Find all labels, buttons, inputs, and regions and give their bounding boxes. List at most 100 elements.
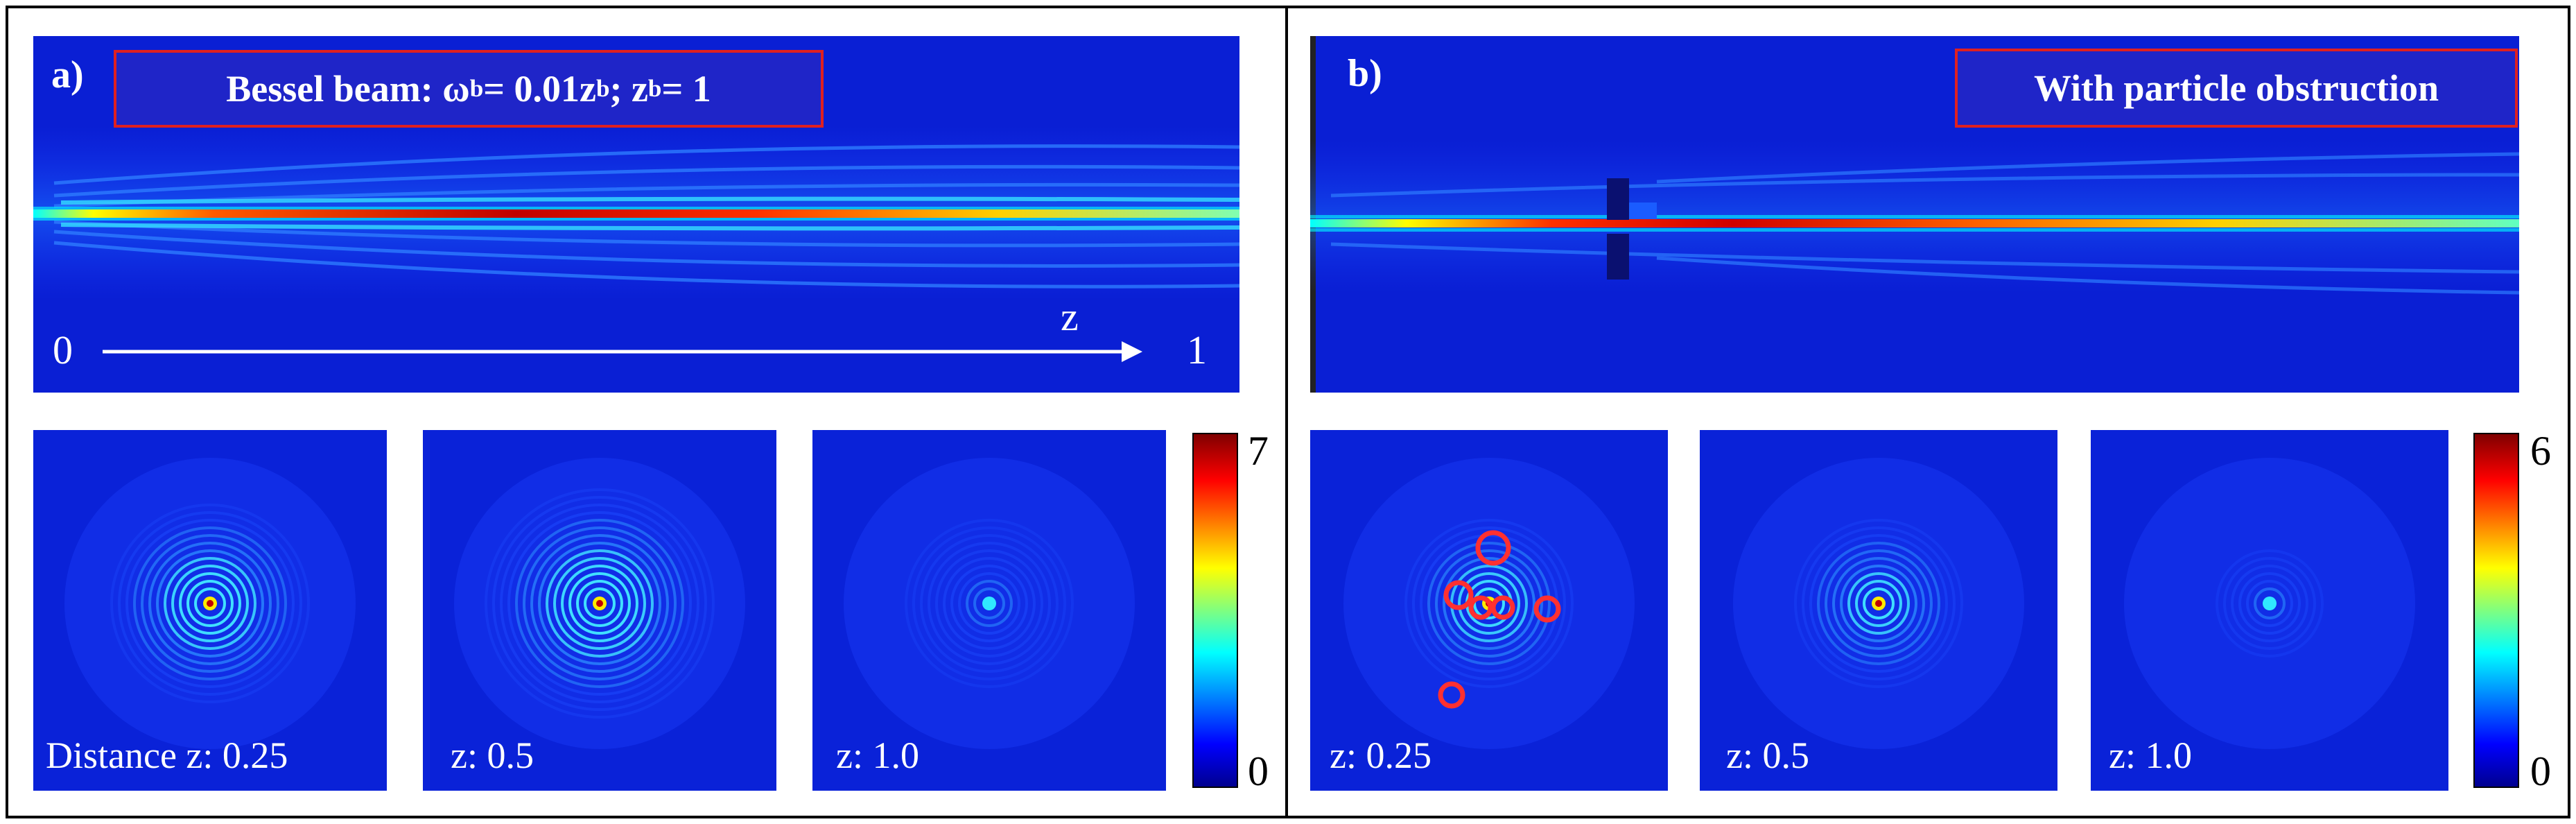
ring bbox=[1427, 542, 1551, 665]
ring bbox=[568, 572, 631, 635]
ring bbox=[1458, 572, 1520, 635]
ring bbox=[141, 534, 279, 673]
ring bbox=[2216, 549, 2324, 658]
ring bbox=[1855, 580, 1902, 627]
panel-a-title-part: = 0.01z bbox=[483, 68, 596, 110]
ring bbox=[110, 504, 310, 703]
ring bbox=[950, 565, 1028, 642]
panel-a-title-sub: b bbox=[469, 75, 484, 102]
ring bbox=[973, 587, 1005, 619]
ring bbox=[118, 511, 302, 696]
cross-section-caption: z: 1.0 bbox=[836, 735, 919, 776]
ring bbox=[546, 549, 654, 658]
ring bbox=[561, 565, 638, 642]
ring bbox=[2246, 580, 2293, 627]
colorbar-b-max: 6 bbox=[2530, 428, 2551, 474]
ring bbox=[186, 580, 234, 627]
ring bbox=[943, 557, 1036, 650]
ring bbox=[905, 519, 1074, 688]
ring bbox=[966, 580, 1013, 627]
ring bbox=[156, 549, 264, 658]
ring bbox=[515, 519, 684, 688]
ring bbox=[920, 534, 1059, 673]
axis-start-label: 0 bbox=[53, 327, 73, 372]
beam-core bbox=[2263, 596, 2277, 610]
ring bbox=[1435, 549, 1543, 658]
ring bbox=[912, 526, 1066, 680]
cross-section-caption: z: 0.25 bbox=[1330, 735, 1431, 776]
ring bbox=[1443, 557, 1535, 650]
ring bbox=[530, 534, 669, 673]
colorbar-b bbox=[2473, 433, 2519, 788]
ring bbox=[148, 542, 272, 665]
colorbar-a-min: 0 bbox=[1248, 748, 1269, 794]
particle-marker bbox=[1468, 595, 1493, 620]
ring bbox=[485, 488, 715, 719]
colorbar-a-max: 7 bbox=[1248, 428, 1269, 474]
ring bbox=[133, 526, 287, 680]
ring bbox=[1825, 549, 1933, 658]
axis-variable-label: z bbox=[1061, 294, 1079, 339]
panel-b-title-box: With particle obstruction bbox=[1955, 49, 2518, 128]
beam-core bbox=[982, 596, 996, 610]
ring bbox=[1404, 519, 1574, 688]
ring bbox=[1863, 587, 1895, 619]
colorbar-a bbox=[1192, 433, 1238, 788]
particle-marker bbox=[1475, 530, 1511, 566]
ring bbox=[171, 565, 249, 642]
ring bbox=[1832, 557, 1925, 650]
colorbar-b-min: 0 bbox=[2530, 748, 2551, 794]
ring bbox=[1840, 565, 1917, 642]
cross-section-b-2 bbox=[1700, 430, 2057, 791]
ring bbox=[194, 587, 226, 619]
ring bbox=[2254, 587, 2286, 619]
ring bbox=[125, 519, 295, 688]
particle-markers bbox=[1438, 530, 1561, 709]
particle-marker bbox=[1443, 580, 1474, 610]
ring bbox=[1817, 542, 1940, 665]
cross-section-caption: z: 0.5 bbox=[1726, 735, 1809, 776]
panel-a-title-part: ; z bbox=[609, 68, 648, 110]
ring bbox=[2231, 565, 2308, 642]
ring bbox=[164, 557, 256, 650]
ring bbox=[507, 511, 692, 696]
panel-a-title-sub: b bbox=[647, 75, 662, 102]
cross-section-a-3 bbox=[812, 430, 1166, 791]
panel-a-title-part: = 1 bbox=[661, 68, 711, 110]
ring bbox=[179, 572, 241, 635]
particle-marker bbox=[1438, 681, 1465, 709]
ring bbox=[935, 549, 1043, 658]
particle-marker bbox=[1490, 595, 1515, 620]
cross-section-caption: z: 0.5 bbox=[451, 735, 534, 776]
panel-a-title-part: Bessel beam: ω bbox=[226, 68, 470, 110]
cross-section-a-1 bbox=[33, 430, 387, 791]
panel-b-label: b) bbox=[1348, 52, 1382, 95]
panel-b-frame bbox=[1285, 6, 2570, 818]
ring bbox=[928, 542, 1051, 665]
cross-section-caption: z: 1.0 bbox=[2109, 735, 2192, 776]
ring bbox=[1794, 519, 1963, 688]
ring bbox=[1802, 526, 1956, 680]
ring bbox=[1809, 534, 1948, 673]
ring bbox=[492, 496, 707, 711]
ring bbox=[538, 542, 661, 665]
ring bbox=[576, 580, 623, 627]
particle-marker bbox=[1533, 595, 1561, 623]
cross-section-caption: Distance z: 0.25 bbox=[46, 735, 288, 776]
ring bbox=[1847, 572, 1910, 635]
ring bbox=[2223, 557, 2316, 650]
ring bbox=[958, 572, 1020, 635]
panel-a-title-sub: b bbox=[595, 75, 610, 102]
ring bbox=[2238, 572, 2301, 635]
axis-end-label: 1 bbox=[1187, 327, 1207, 372]
panel-a-label: a) bbox=[51, 53, 84, 96]
ring bbox=[523, 526, 677, 680]
cross-section-a-2 bbox=[423, 430, 776, 791]
cross-section-b-3 bbox=[2091, 430, 2448, 791]
ring bbox=[500, 504, 699, 703]
ring bbox=[584, 587, 616, 619]
ring bbox=[553, 557, 646, 650]
panel-a-propagation-image bbox=[33, 36, 1239, 393]
ring bbox=[1412, 526, 1566, 680]
